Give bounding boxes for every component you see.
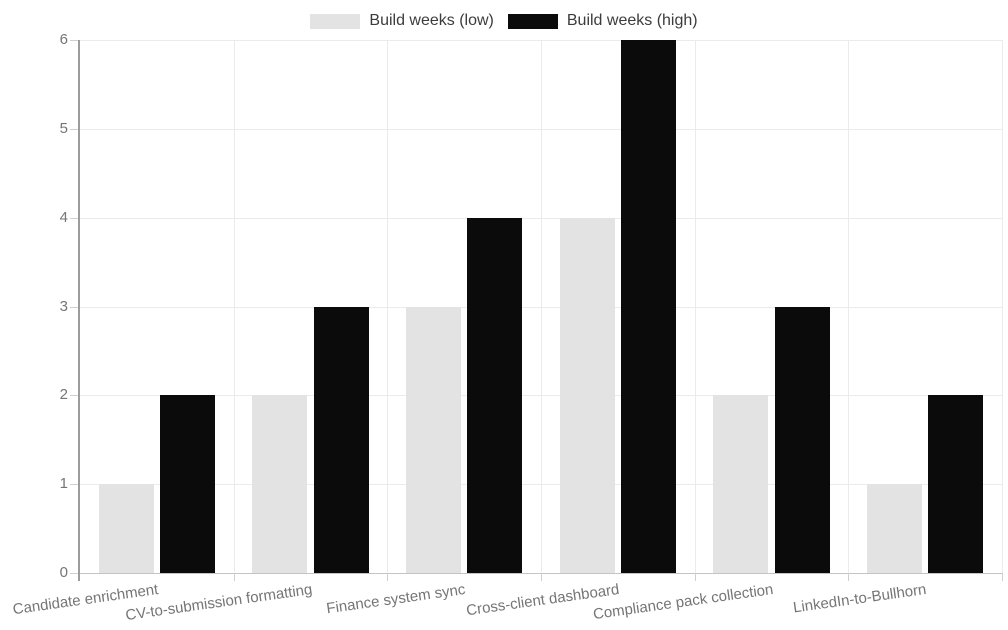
x-tick-2 — [387, 573, 389, 581]
legend-label-high: Build weeks (high) — [566, 12, 698, 29]
y-tick-label-1: 1 — [59, 475, 68, 493]
legend-label-low: Build weeks (low) — [369, 12, 494, 29]
chart-legend: Build weeks (low) Build weeks (high) — [0, 12, 1008, 30]
gridline-v-1 — [233, 40, 235, 573]
bar-build-weeks-high-candidate-enrichment — [160, 395, 216, 573]
bar-build-weeks-high-linkedin-to-bullhorn — [928, 395, 984, 573]
x-tick-3 — [541, 573, 542, 581]
bar-build-weeks-low-cross-client-dashboard — [559, 217, 615, 573]
bar-build-weeks-high-finance-system-sync — [467, 217, 523, 573]
x-category-label-finance-system-sync: Finance system sync — [325, 581, 467, 618]
gridline-v-2 — [387, 40, 389, 573]
bar-build-weeks-low-cv-to-submission-formatting — [252, 395, 308, 573]
y-tick-4 — [70, 217, 78, 219]
y-tick-3 — [70, 306, 78, 308]
gridline-v-6 — [1002, 40, 1003, 573]
x-tick-6 — [1002, 573, 1003, 581]
bar-build-weeks-low-linkedin-to-bullhorn — [866, 484, 922, 573]
x-category-label-linkedin-to-bullhorn: LinkedIn-to-Bullhorn — [792, 581, 928, 617]
legend-item-build-weeks-low[interactable]: Build weeks (low) — [310, 12, 494, 30]
y-tick-label-6: 6 — [59, 31, 68, 48]
x-tick-5 — [848, 573, 850, 581]
gridline-v-3 — [541, 40, 542, 573]
bar-build-weeks-high-compliance-pack-collection — [774, 306, 830, 573]
y-tick-0 — [70, 573, 78, 574]
x-tick-1 — [233, 573, 235, 581]
legend-swatch-low-icon — [310, 13, 361, 29]
bar-build-weeks-high-cv-to-submission-formatting — [313, 306, 369, 573]
y-axis-line — [78, 40, 80, 581]
y-tick-2 — [70, 395, 78, 397]
legend-item-build-weeks-high[interactable]: Build weeks (high) — [507, 12, 698, 30]
gridline-v-4 — [694, 40, 696, 573]
y-tick-label-0: 0 — [59, 564, 68, 581]
y-tick-label-3: 3 — [59, 297, 68, 315]
y-tick-5 — [70, 128, 78, 130]
x-tick-4 — [694, 573, 696, 581]
gridline-v-5 — [848, 40, 850, 573]
bar-build-weeks-high-cross-client-dashboard — [621, 40, 677, 573]
y-tick-label-5: 5 — [59, 119, 68, 137]
y-tick-6 — [70, 40, 78, 41]
legend-swatch-high-icon — [507, 13, 558, 29]
bar-build-weeks-low-compliance-pack-collection — [713, 395, 769, 573]
y-tick-label-4: 4 — [59, 208, 68, 226]
bar-build-weeks-low-finance-system-sync — [405, 306, 461, 573]
y-tick-label-2: 2 — [59, 386, 68, 404]
y-tick-1 — [70, 484, 78, 486]
bar-build-weeks-low-candidate-enrichment — [98, 484, 154, 573]
